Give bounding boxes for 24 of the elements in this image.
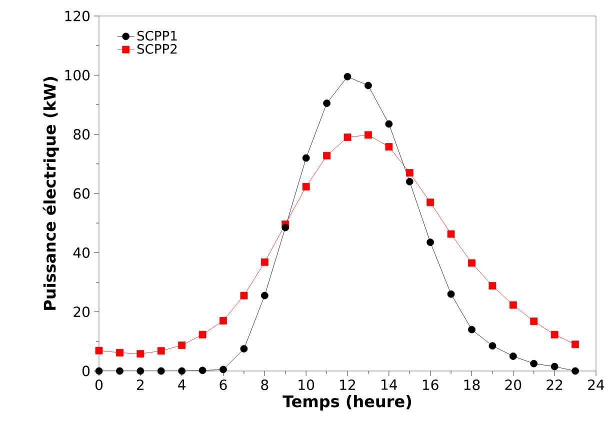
y-tick-label: 40 xyxy=(73,247,90,258)
x-tick-label: 4 xyxy=(178,380,186,390)
x-tick-label: 12 xyxy=(340,380,356,390)
x-tick-label: 20 xyxy=(505,380,522,390)
y-tick-label: 120 xyxy=(65,10,90,22)
y-tick-label: 100 xyxy=(65,70,90,80)
x-tick-label: 22 xyxy=(546,380,562,390)
y-tick-label: 0 xyxy=(82,366,90,376)
x-tick-label: 2 xyxy=(136,380,144,390)
x-tick-label: 0 xyxy=(95,380,103,390)
y-tick-label: 80 xyxy=(74,129,90,140)
x-tick-label: 18 xyxy=(464,380,480,390)
y-tick-label: 20 xyxy=(74,306,90,318)
x-axis-title: Temps (heure) xyxy=(282,394,412,410)
x-tick-label: 14 xyxy=(382,380,398,390)
y-tick-label: 60 xyxy=(74,188,90,199)
x-tick-label: 6 xyxy=(220,380,227,390)
x-tick-label: 16 xyxy=(422,380,438,390)
legend-label: SCPP2 xyxy=(137,44,177,54)
legend-label: SCPP1 xyxy=(137,30,177,41)
x-tick-label: 24 xyxy=(588,380,604,390)
x-tick-label: 8 xyxy=(261,380,268,390)
x-tick-label: 10 xyxy=(298,380,314,390)
y-axis-title: Puissance électrique (kW) xyxy=(42,77,59,310)
